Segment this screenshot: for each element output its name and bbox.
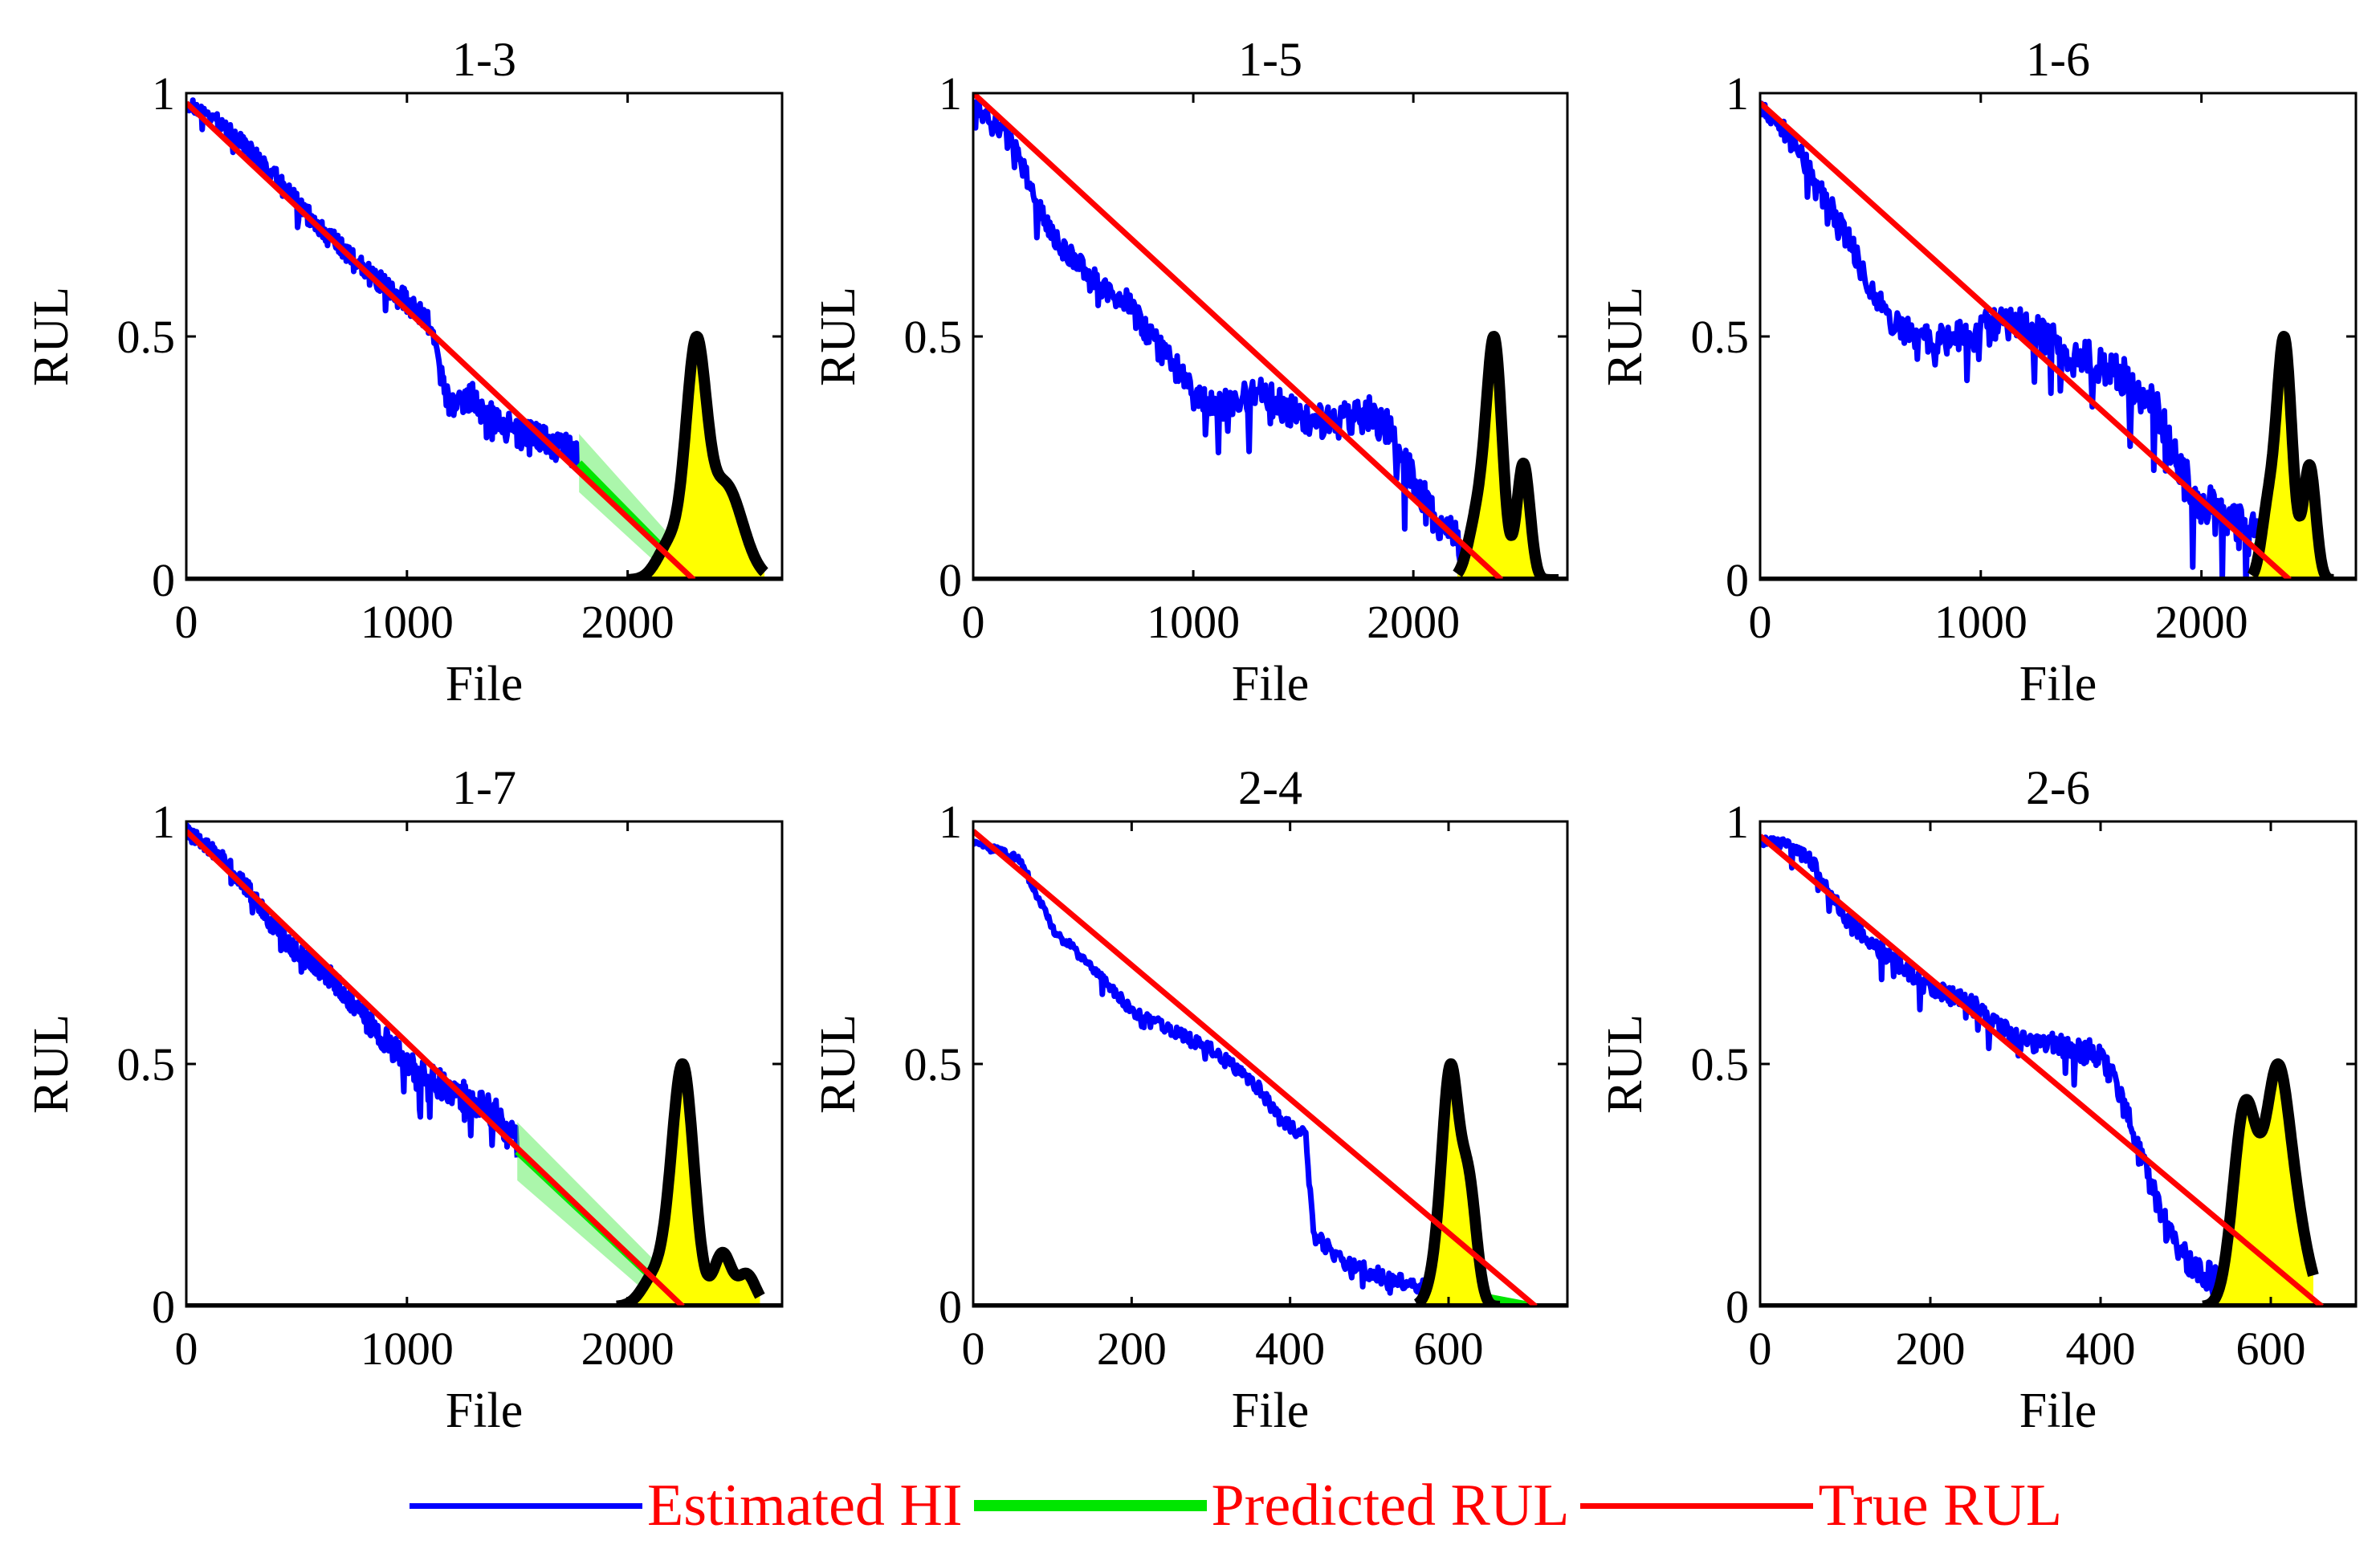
- x-tick-label: 2000: [1367, 596, 1460, 648]
- rul-pdf-outline: [2198, 1058, 2319, 1306]
- legend-item-true: True RUL: [1580, 1476, 2062, 1535]
- estimated-hi-line: [1760, 834, 2223, 1298]
- y-tick-label: 1: [939, 796, 962, 848]
- y-axis-label: RUL: [1598, 1014, 1653, 1114]
- rul-pdf-outline: [1412, 1058, 1506, 1306]
- true-rul-line: [186, 100, 696, 580]
- legend-item-predicted: Predicted RUL: [973, 1473, 1570, 1539]
- legend-label-hi: Estimated HI: [647, 1473, 963, 1539]
- rul-pdf-fill: [616, 1064, 760, 1306]
- subplot-2-4: 0 200 400 600 0 0.5 1 2-4 File RUL: [811, 761, 1569, 1438]
- y-tick-label: 0.5: [1691, 311, 1750, 363]
- x-tick-label: 400: [2066, 1323, 2136, 1375]
- y-tick-label: 0: [1726, 554, 1749, 606]
- subplot-title: 1-6: [2026, 33, 2090, 86]
- y-tick-label: 0: [939, 1281, 962, 1333]
- x-tick-label: 600: [2236, 1323, 2306, 1375]
- true-rul-line: [973, 93, 1504, 580]
- legend-item-hi: Estimated HI: [410, 1476, 963, 1535]
- predicted-rul-band: [517, 1122, 683, 1306]
- subplot-1-6: 0 1000 2000 0 0.5 1 1-6 File RUL: [1598, 33, 2358, 711]
- x-tick-label: 2000: [2155, 596, 2248, 648]
- rul-pdf-outline: [622, 331, 769, 580]
- x-tick-label: 1000: [361, 1323, 454, 1375]
- x-axis-label: File: [446, 657, 523, 711]
- x-tick-label: 2000: [581, 1323, 674, 1375]
- plot-area: [1760, 100, 2356, 580]
- subplot-1-3: 0 1000 2000 0 0.5 1 1-3 File RUL: [24, 33, 784, 711]
- x-tick-label: 200: [1097, 1323, 1167, 1375]
- y-axis-label: RUL: [1598, 287, 1653, 386]
- plot-area: [973, 93, 1567, 580]
- true-rul-line: [1760, 834, 2324, 1306]
- x-tick-label: 600: [1414, 1323, 1484, 1375]
- true-rul-line: [186, 829, 685, 1306]
- subplot-1-5: 0 1000 2000 0 0.5 1 1-5 File RUL: [811, 33, 1569, 711]
- true-rul-line: [1760, 100, 2292, 580]
- y-tick-label: 1: [152, 796, 175, 848]
- rul-pdf-outline: [612, 1058, 765, 1306]
- rul-pdf-fill: [1457, 336, 1559, 580]
- legend-swatch-predicted: [973, 1500, 1207, 1511]
- y-axis-label: RUL: [24, 287, 79, 386]
- rul-pdf-fill: [627, 336, 765, 580]
- x-tick-label: 200: [1896, 1323, 1966, 1375]
- x-tick-label: 0: [1749, 1323, 1772, 1375]
- subplot-title: 1-7: [452, 761, 516, 814]
- y-axis-label: RUL: [811, 1014, 866, 1114]
- estimated-hi-line: [973, 98, 1472, 566]
- subplot-2-6: 0 200 400 600 0 0.5 1 2-6 File RUL: [1598, 761, 2358, 1438]
- y-tick-label: 0.5: [904, 1038, 963, 1090]
- x-axis-label: File: [1232, 657, 1309, 711]
- x-tick-label: 0: [175, 1323, 198, 1375]
- y-tick-label: 0: [1726, 1281, 1749, 1333]
- x-tick-label: 1000: [361, 596, 454, 648]
- y-tick-label: 0.5: [904, 311, 963, 363]
- x-axis-label: File: [2019, 1384, 2097, 1438]
- y-tick-label: 0: [152, 1281, 175, 1333]
- y-tick-label: 1: [939, 67, 962, 120]
- estimated-hi-line: [973, 838, 1436, 1306]
- legend-swatch-true: [1580, 1502, 1814, 1509]
- true-rul-line: [973, 829, 1538, 1306]
- plot-area: [973, 829, 1567, 1306]
- y-tick-label: 0: [939, 554, 962, 606]
- x-tick-label: 0: [175, 596, 198, 648]
- y-tick-label: 0: [152, 554, 175, 606]
- x-tick-label: 0: [962, 596, 985, 648]
- x-tick-label: 2000: [581, 596, 674, 648]
- y-tick-label: 0.5: [117, 1038, 176, 1090]
- x-tick-label: 0: [962, 1323, 985, 1375]
- subplot-title: 1-3: [452, 33, 516, 86]
- subplot-title: 2-4: [1238, 761, 1302, 814]
- subplot-1-7: 0 1000 2000 0 0.5 1 1-7 File RUL: [24, 761, 784, 1438]
- plot-area: [186, 97, 782, 580]
- legend: Estimated HI Predicted RUL True RUL: [410, 1461, 2073, 1550]
- x-tick-label: 1000: [1934, 596, 2027, 648]
- plot-area: [186, 822, 782, 1306]
- x-tick-label: 1000: [1147, 596, 1240, 648]
- y-axis-label: RUL: [24, 1014, 79, 1114]
- subplot-title: 2-6: [2026, 761, 2090, 814]
- legend-swatch-hi: [410, 1502, 642, 1509]
- x-axis-label: File: [2019, 657, 2097, 711]
- y-tick-label: 0.5: [117, 311, 176, 363]
- legend-label-predicted: Predicted RUL: [1211, 1473, 1570, 1539]
- y-tick-label: 0.5: [1691, 1038, 1750, 1090]
- estimated-hi-line: [1760, 100, 2260, 580]
- y-axis-label: RUL: [811, 287, 866, 386]
- x-axis-label: File: [446, 1384, 523, 1438]
- y-tick-label: 1: [152, 67, 175, 120]
- y-tick-label: 1: [1726, 796, 1749, 848]
- subplot-title: 1-5: [1238, 33, 1302, 86]
- plot-area: [1760, 834, 2356, 1306]
- x-tick-label: 400: [1255, 1323, 1325, 1375]
- rul-pdf-outline: [2247, 331, 2339, 580]
- x-axis-label: File: [1232, 1384, 1309, 1438]
- legend-label-true: True RUL: [1818, 1473, 2063, 1539]
- x-tick-label: 0: [1749, 596, 1772, 648]
- y-tick-label: 1: [1726, 67, 1749, 120]
